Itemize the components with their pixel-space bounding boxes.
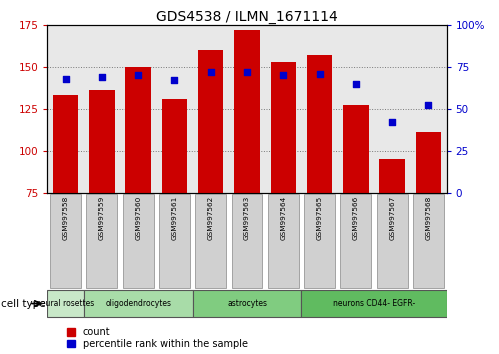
Bar	[307, 55, 332, 193]
Point	[207, 69, 215, 75]
Text: cell type: cell type	[1, 298, 45, 309]
Point	[352, 81, 360, 86]
Bar	[377, 194, 408, 287]
Bar	[268, 194, 299, 287]
Text: GSM997559: GSM997559	[99, 196, 105, 240]
Bar	[379, 159, 405, 193]
Bar	[89, 90, 115, 193]
Legend: count, percentile rank within the sample: count, percentile rank within the sample	[63, 324, 251, 353]
Bar	[232, 194, 262, 287]
Bar	[416, 132, 441, 193]
Bar	[193, 290, 301, 317]
Bar	[84, 290, 193, 317]
Point	[171, 78, 179, 83]
Text: GSM997568: GSM997568	[426, 196, 432, 240]
Bar	[270, 62, 296, 193]
Bar	[162, 99, 187, 193]
Bar	[343, 105, 369, 193]
Point	[61, 76, 69, 81]
Text: astrocytes: astrocytes	[227, 299, 267, 308]
Text: GSM997565: GSM997565	[316, 196, 322, 240]
Point	[243, 69, 251, 75]
Point	[388, 119, 396, 125]
Text: GSM997561: GSM997561	[172, 196, 178, 240]
Bar	[304, 194, 335, 287]
Bar	[50, 194, 81, 287]
Text: oligodendrocytes: oligodendrocytes	[105, 299, 171, 308]
Point	[134, 72, 142, 78]
Bar	[53, 95, 78, 193]
Bar	[413, 194, 444, 287]
Text: neural rosettes: neural rosettes	[36, 299, 95, 308]
Point	[315, 71, 323, 76]
Text: GSM997560: GSM997560	[135, 196, 141, 240]
Bar	[195, 194, 226, 287]
Text: GSM997564: GSM997564	[280, 196, 286, 240]
Bar	[86, 194, 117, 287]
Bar	[123, 194, 154, 287]
Text: neurons CD44- EGFR-: neurons CD44- EGFR-	[333, 299, 415, 308]
Bar	[159, 194, 190, 287]
Text: GSM997558: GSM997558	[62, 196, 68, 240]
Text: GSM997563: GSM997563	[244, 196, 250, 240]
Point	[425, 103, 433, 108]
Point	[98, 74, 106, 80]
Bar	[47, 290, 84, 317]
Bar	[301, 290, 447, 317]
Bar	[340, 194, 371, 287]
Bar	[125, 67, 151, 193]
Bar	[198, 50, 224, 193]
Text: GSM997566: GSM997566	[353, 196, 359, 240]
Text: GSM997562: GSM997562	[208, 196, 214, 240]
Text: GSM997567: GSM997567	[389, 196, 395, 240]
Point	[279, 72, 287, 78]
Title: GDS4538 / ILMN_1671114: GDS4538 / ILMN_1671114	[156, 10, 338, 24]
Bar	[235, 30, 259, 193]
